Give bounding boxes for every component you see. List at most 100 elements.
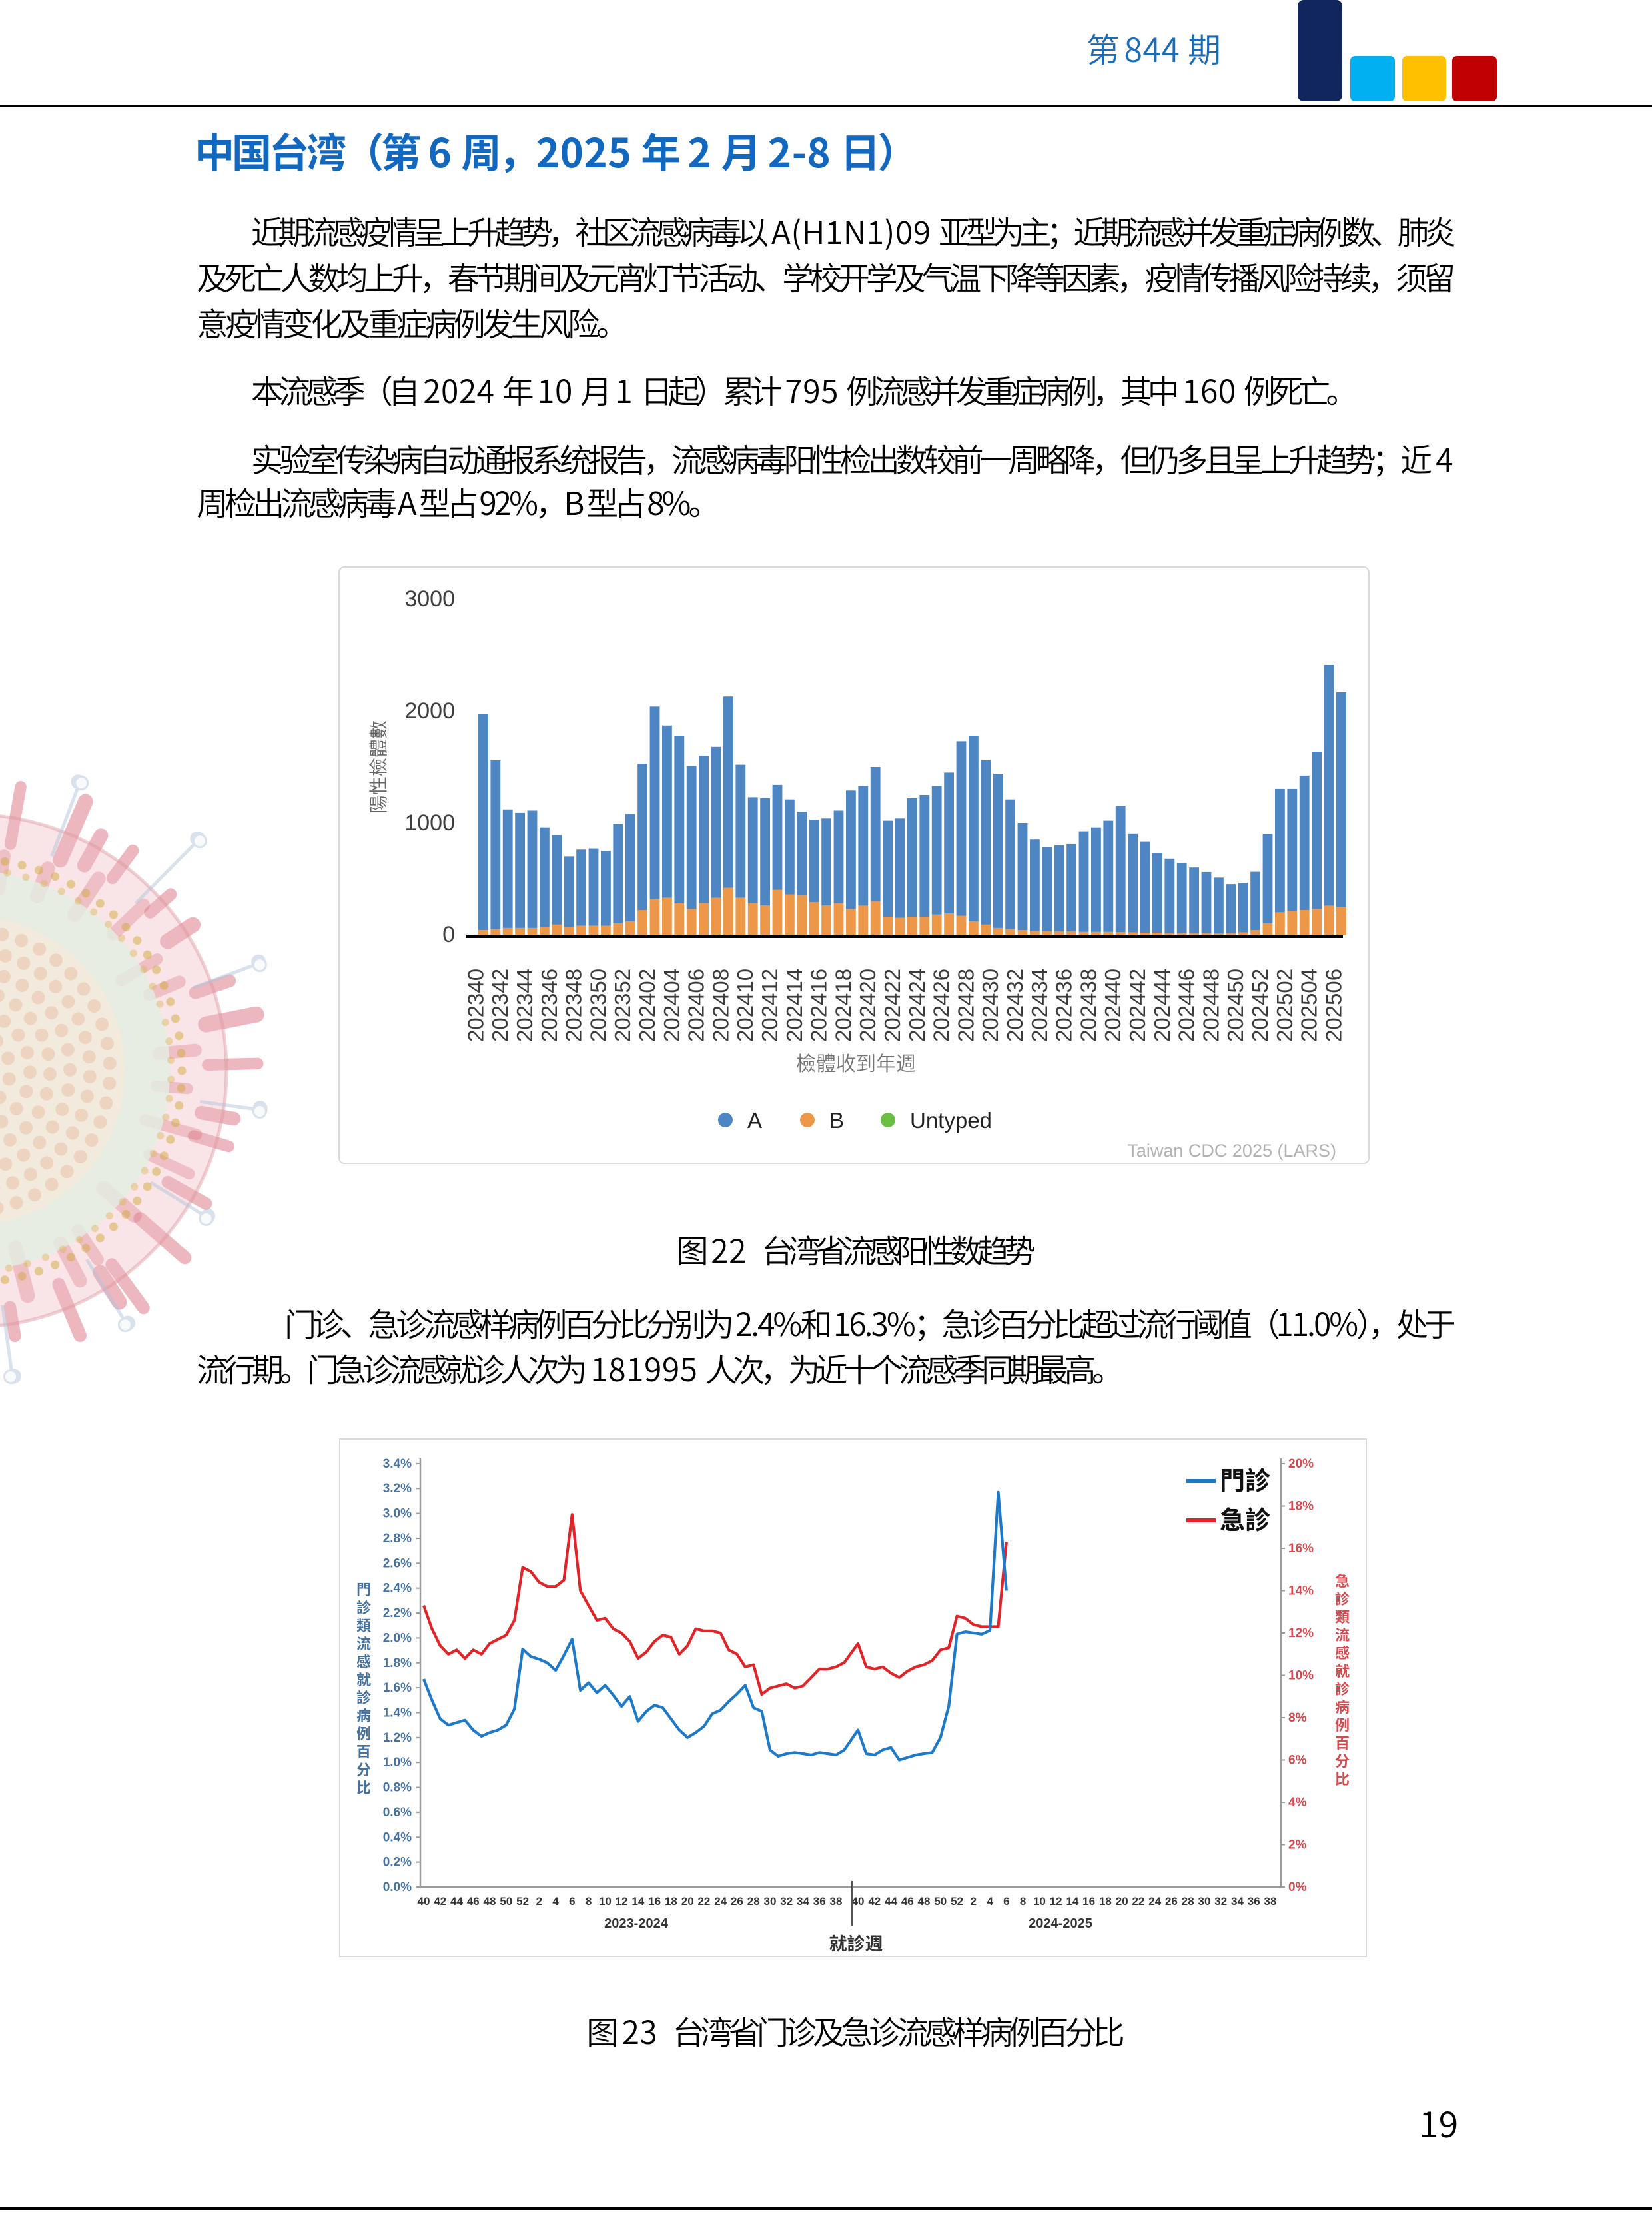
- svg-text:34: 34: [1231, 1895, 1244, 1908]
- svg-text:44: 44: [885, 1895, 897, 1908]
- svg-text:0%: 0%: [1288, 1880, 1307, 1894]
- svg-text:46: 46: [901, 1895, 914, 1908]
- svg-text:202450: 202450: [1223, 969, 1248, 1042]
- svg-text:202424: 202424: [905, 969, 929, 1042]
- svg-text:22: 22: [1132, 1895, 1144, 1908]
- svg-text:20: 20: [681, 1895, 694, 1908]
- svg-text:20: 20: [1116, 1895, 1128, 1908]
- svg-text:28: 28: [747, 1895, 760, 1908]
- svg-text:2023-2024: 2023-2024: [604, 1916, 669, 1931]
- svg-text:202420: 202420: [855, 969, 880, 1042]
- svg-text:32: 32: [1214, 1895, 1227, 1908]
- svg-text:12: 12: [1050, 1895, 1062, 1908]
- svg-text:202506: 202506: [1321, 969, 1346, 1042]
- svg-text:42: 42: [434, 1895, 446, 1908]
- svg-text:20%: 20%: [1288, 1457, 1314, 1471]
- svg-text:202340: 202340: [463, 969, 488, 1042]
- svg-text:18: 18: [1099, 1895, 1112, 1908]
- svg-text:202348: 202348: [562, 969, 586, 1042]
- svg-text:0: 0: [442, 922, 455, 947]
- svg-text:44: 44: [450, 1895, 463, 1908]
- svg-text:202342: 202342: [488, 969, 512, 1042]
- svg-text:6: 6: [569, 1895, 575, 1908]
- svg-text:32: 32: [780, 1895, 793, 1908]
- svg-text:8: 8: [586, 1895, 592, 1908]
- svg-text:202436: 202436: [1052, 969, 1076, 1042]
- svg-text:A: A: [747, 1108, 762, 1133]
- svg-text:202504: 202504: [1297, 969, 1322, 1042]
- svg-text:診: 診: [1335, 1678, 1350, 1699]
- svg-text:36: 36: [1248, 1895, 1260, 1908]
- svg-text:4%: 4%: [1288, 1796, 1307, 1810]
- svg-text:16: 16: [1082, 1895, 1095, 1908]
- svg-text:2000: 2000: [404, 698, 455, 724]
- svg-text:30: 30: [764, 1895, 777, 1908]
- svg-text:14%: 14%: [1288, 1584, 1314, 1598]
- svg-text:0.6%: 0.6%: [383, 1806, 412, 1820]
- svg-text:診: 診: [356, 1686, 371, 1708]
- svg-text:28: 28: [1182, 1895, 1194, 1908]
- svg-text:1.8%: 1.8%: [383, 1656, 412, 1670]
- svg-text:202414: 202414: [782, 969, 807, 1042]
- svg-text:26: 26: [731, 1895, 743, 1908]
- svg-text:1.4%: 1.4%: [383, 1706, 412, 1720]
- svg-text:202406: 202406: [684, 969, 709, 1042]
- svg-text:18%: 18%: [1288, 1500, 1314, 1514]
- svg-text:202442: 202442: [1125, 969, 1150, 1042]
- svg-text:1.6%: 1.6%: [383, 1681, 412, 1695]
- svg-text:急: 急: [1335, 1570, 1350, 1591]
- svg-text:16%: 16%: [1288, 1542, 1314, 1556]
- svg-text:48: 48: [484, 1895, 496, 1908]
- svg-text:急診: 急診: [1220, 1500, 1270, 1536]
- svg-text:門診: 門診: [1220, 1460, 1270, 1497]
- svg-text:52: 52: [516, 1895, 529, 1908]
- svg-text:50: 50: [934, 1895, 947, 1908]
- svg-text:10: 10: [1033, 1895, 1046, 1908]
- svg-text:202502: 202502: [1272, 969, 1297, 1042]
- svg-text:檢體收到年週: 檢體收到年週: [796, 1047, 916, 1077]
- svg-text:26: 26: [1165, 1895, 1178, 1908]
- svg-text:8%: 8%: [1288, 1711, 1307, 1725]
- svg-text:48: 48: [918, 1895, 931, 1908]
- svg-text:0.2%: 0.2%: [383, 1856, 412, 1870]
- svg-text:病: 病: [1335, 1696, 1350, 1717]
- svg-text:類: 類: [356, 1614, 371, 1636]
- svg-text:2.0%: 2.0%: [383, 1631, 412, 1645]
- svg-text:0.8%: 0.8%: [383, 1781, 412, 1795]
- svg-text:14: 14: [631, 1895, 644, 1908]
- svg-text:Taiwan CDC 2025 (LARS): Taiwan CDC 2025 (LARS): [1127, 1141, 1336, 1161]
- svg-text:38: 38: [1264, 1895, 1277, 1908]
- svg-text:0.4%: 0.4%: [383, 1830, 412, 1844]
- svg-text:202426: 202426: [929, 969, 954, 1042]
- svg-text:比: 比: [356, 1776, 371, 1798]
- svg-text:2: 2: [971, 1895, 977, 1908]
- svg-text:24: 24: [1148, 1895, 1161, 1908]
- svg-text:202452: 202452: [1248, 969, 1272, 1042]
- svg-text:202416: 202416: [807, 969, 831, 1042]
- svg-text:202352: 202352: [610, 969, 635, 1042]
- svg-text:2: 2: [536, 1895, 542, 1908]
- svg-text:百: 百: [356, 1740, 371, 1762]
- svg-text:30: 30: [1198, 1895, 1211, 1908]
- svg-text:40: 40: [852, 1895, 865, 1908]
- svg-text:24: 24: [714, 1895, 727, 1908]
- svg-text:202432: 202432: [1003, 969, 1027, 1042]
- svg-text:分: 分: [1335, 1750, 1350, 1771]
- svg-text:百: 百: [1335, 1732, 1350, 1753]
- svg-text:202438: 202438: [1076, 969, 1100, 1042]
- svg-text:202422: 202422: [880, 969, 905, 1042]
- svg-text:比: 比: [1335, 1768, 1350, 1789]
- svg-text:36: 36: [813, 1895, 826, 1908]
- svg-text:202446: 202446: [1174, 969, 1199, 1042]
- svg-text:202402: 202402: [635, 969, 659, 1042]
- svg-text:8: 8: [1020, 1895, 1026, 1908]
- svg-text:2%: 2%: [1288, 1838, 1307, 1852]
- svg-text:40: 40: [418, 1895, 430, 1908]
- svg-text:1.0%: 1.0%: [383, 1756, 412, 1770]
- svg-text:3.4%: 3.4%: [383, 1457, 412, 1471]
- svg-text:病: 病: [356, 1704, 371, 1726]
- svg-text:類: 類: [1335, 1606, 1350, 1627]
- svg-text:流: 流: [1335, 1624, 1350, 1645]
- svg-text:202428: 202428: [953, 969, 978, 1042]
- svg-text:10: 10: [599, 1895, 612, 1908]
